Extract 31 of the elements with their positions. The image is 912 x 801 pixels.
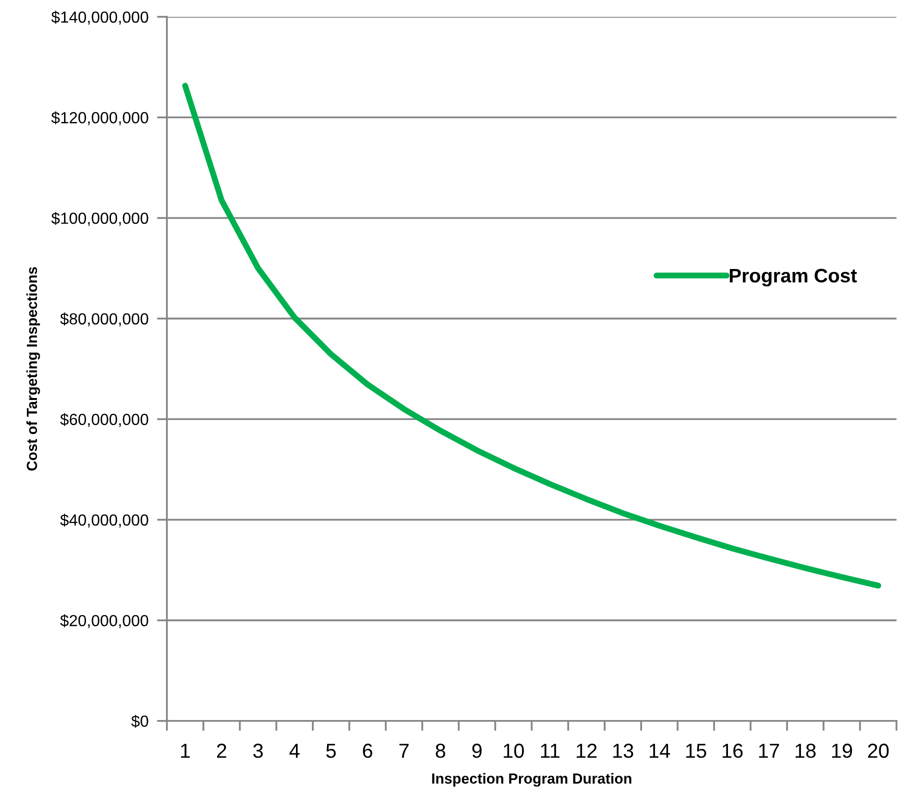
x-axis-title: Inspection Program Duration	[432, 773, 632, 787]
y-tick-label: $140,000,000	[51, 10, 148, 25]
x-tick-label: 19	[832, 744, 852, 758]
x-tick-label: 3	[253, 744, 263, 758]
x-tick-label: 2	[217, 744, 226, 758]
y-tick-label: $80,000,000	[60, 312, 148, 326]
legend-label: Program Cost	[730, 268, 857, 286]
y-tick-label: $0	[131, 714, 148, 728]
x-tick-label: 8	[436, 744, 446, 758]
x-tick-label: 16	[722, 744, 743, 758]
x-tick-label: 1	[181, 744, 190, 758]
y-tick-label: $20,000,000	[60, 614, 148, 628]
x-tick-label: 12	[576, 744, 597, 758]
y-tick-label: $120,000,000	[51, 111, 148, 126]
x-tick-label: 18	[796, 744, 816, 758]
x-tick-label: 7	[399, 744, 409, 758]
x-tick-label: 9	[472, 744, 482, 758]
x-tick-label: 20	[868, 744, 889, 758]
x-tick-label: 10	[504, 744, 524, 758]
x-tick-label: 15	[686, 744, 706, 758]
y-axis-title: Cost of Targeting Inspections	[26, 267, 40, 471]
x-tick-label: 6	[362, 744, 372, 758]
x-tick-label: 13	[613, 744, 634, 758]
y-tick-label: $60,000,000	[60, 413, 148, 427]
y-tick-label: $40,000,000	[60, 514, 148, 528]
x-tick-label: 11	[541, 744, 560, 758]
y-tick-label: $100,000,000	[51, 212, 148, 226]
x-tick-label: 17	[759, 744, 780, 758]
x-tick-label: 14	[650, 744, 670, 758]
x-tick-label: 5	[326, 744, 336, 758]
x-tick-label: 4	[289, 744, 300, 758]
